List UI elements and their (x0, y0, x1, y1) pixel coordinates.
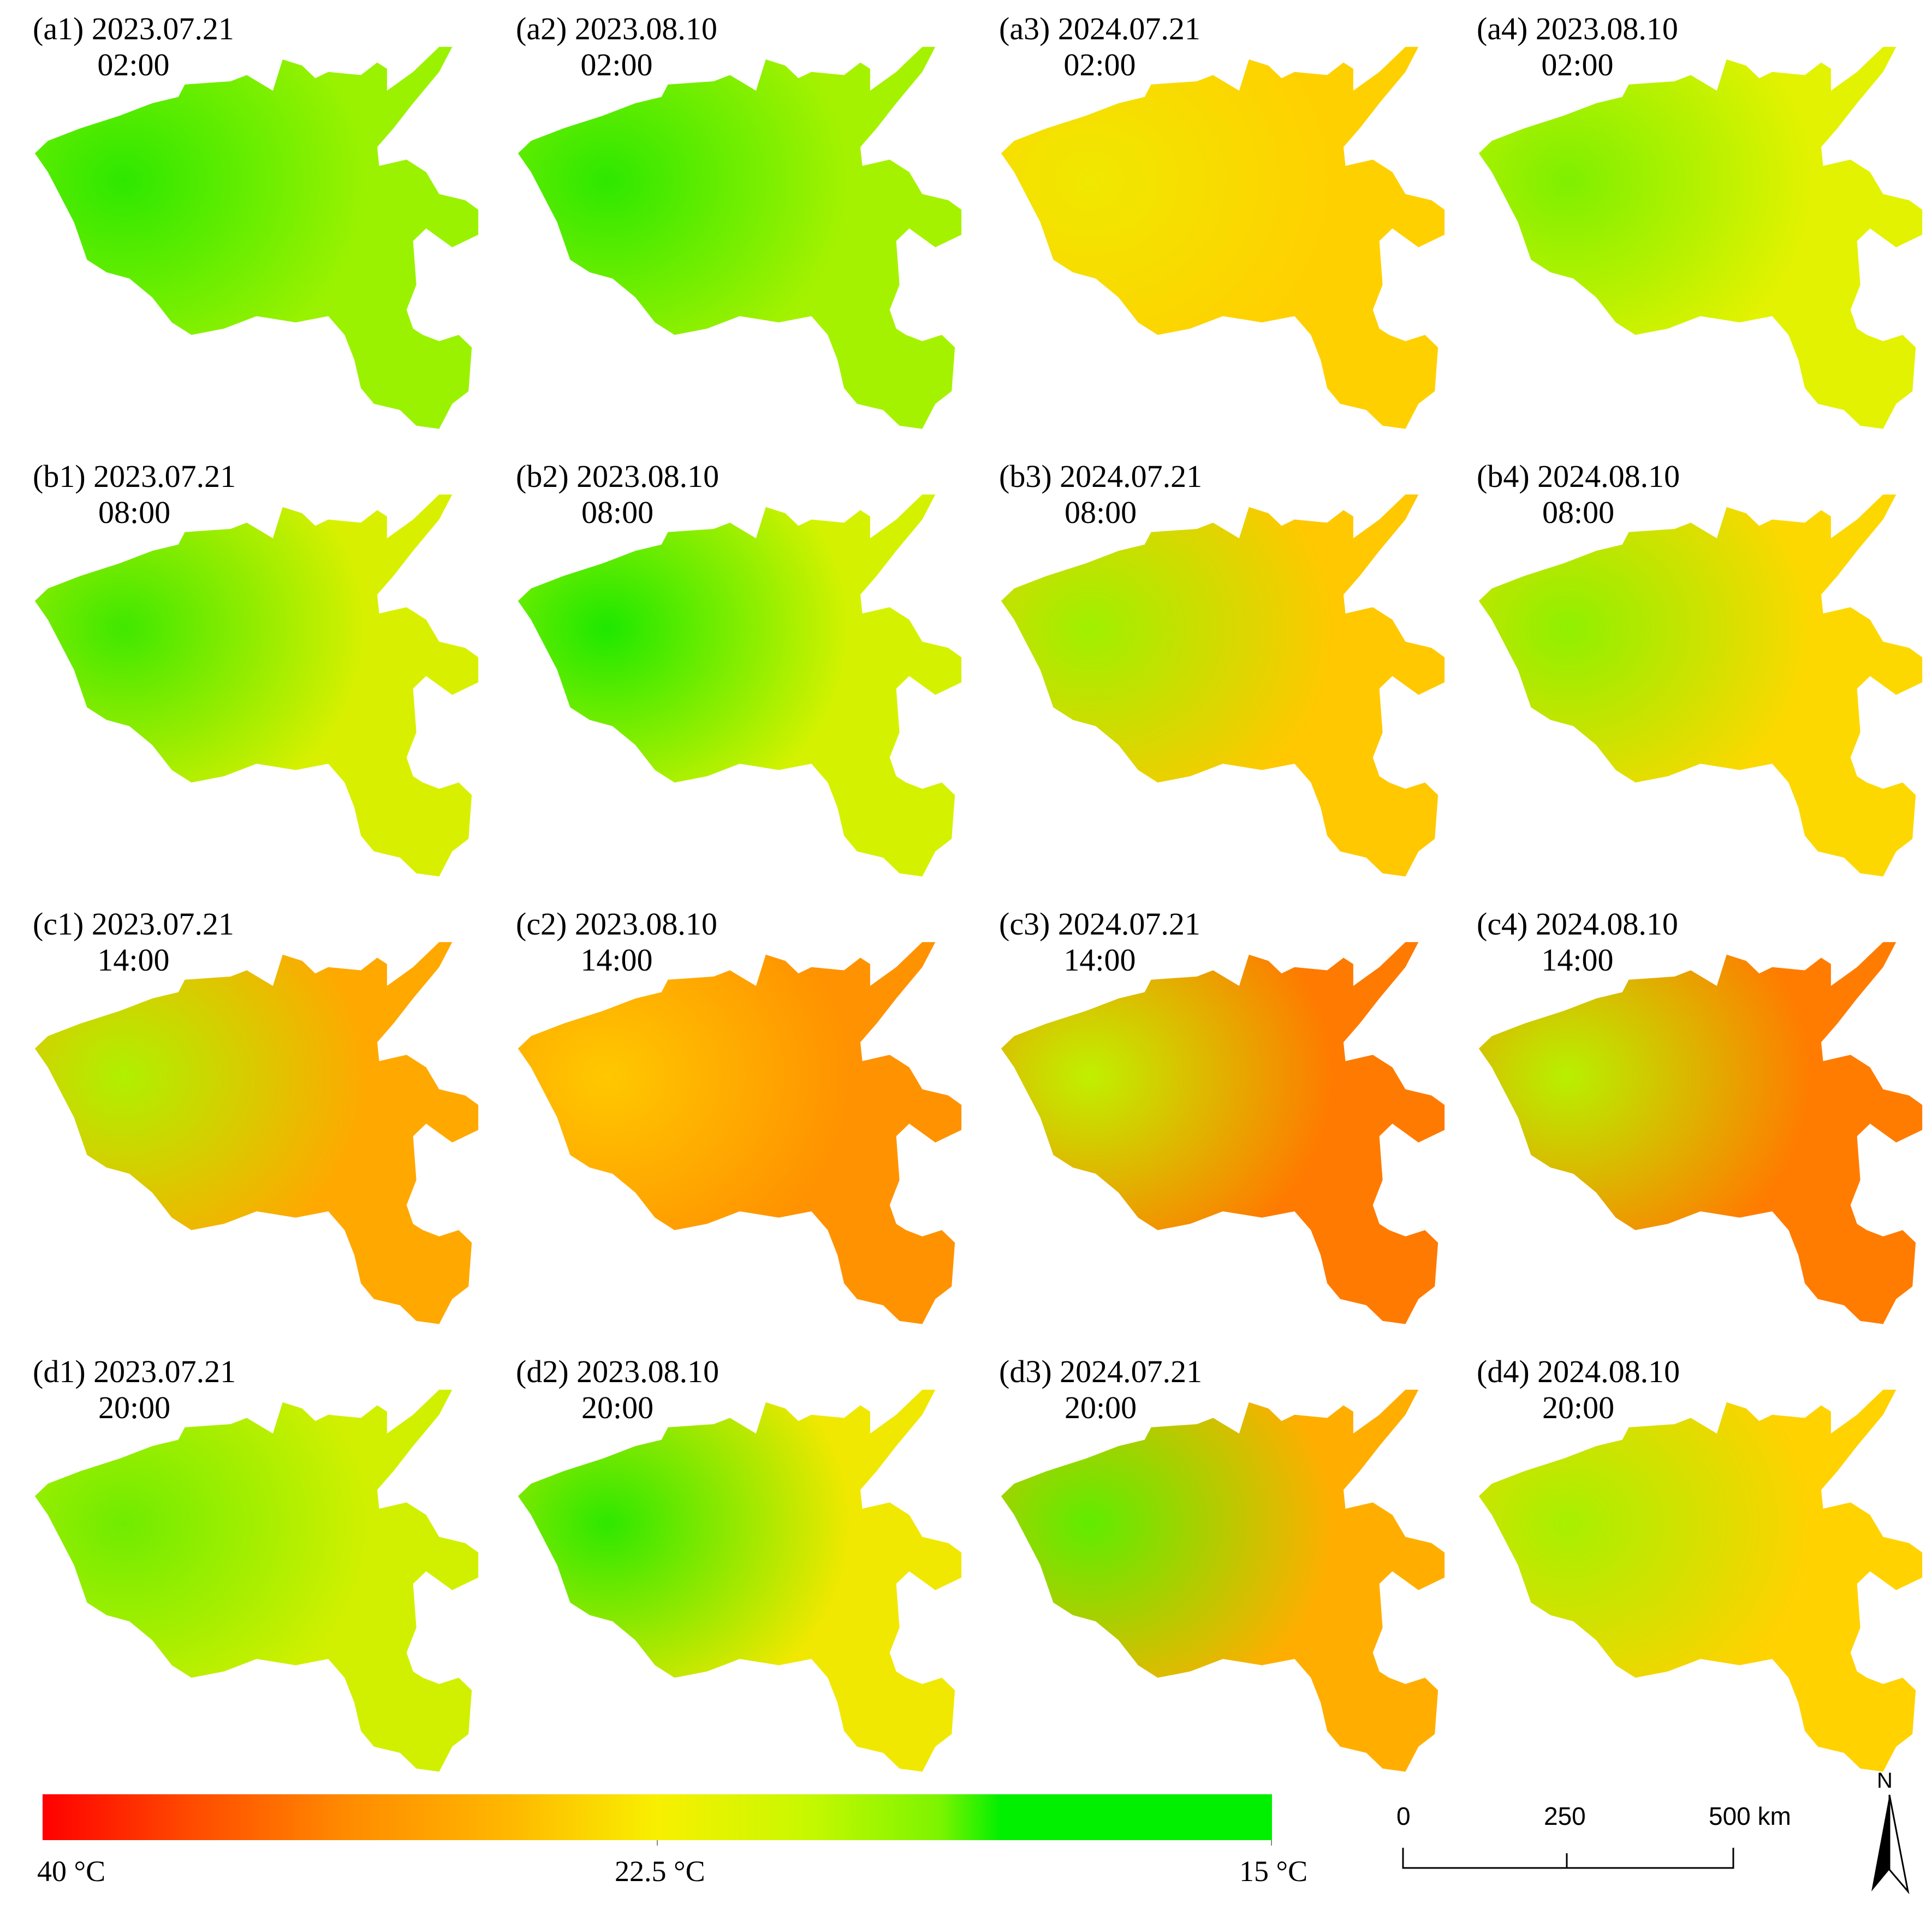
panel-title: (b2) 2023.08.10 08:00 (516, 459, 719, 531)
panel-time-label: 14:00 (97, 942, 170, 978)
panel-time-label: 20:00 (1065, 1390, 1137, 1425)
map-panel-b1: (b1) 2023.07.21 08:00 (11, 448, 491, 895)
panel-title: (a1) 2023.07.21 02:00 (33, 11, 234, 83)
scale-bar: 0 250 500 km (1387, 1801, 1802, 1878)
panel-title: (c1) 2023.07.21 14:00 (33, 906, 234, 978)
province-temperature-map (518, 46, 962, 429)
panel-time-label: 08:00 (1542, 495, 1615, 530)
panel-title: (b4) 2024.08.10 08:00 (1477, 459, 1680, 531)
panel-time-label: 02:00 (97, 47, 170, 82)
panel-date-label: (b3) 2024.07.21 (999, 459, 1203, 494)
province-temperature-map (518, 942, 962, 1324)
province-temperature-map (34, 494, 479, 877)
province-temperature-map (518, 494, 962, 877)
panel-date-label: (d4) 2024.08.10 (1477, 1354, 1680, 1389)
panel-date-label: (c1) 2023.07.21 (33, 906, 234, 942)
province-temperature-map (1478, 1389, 1923, 1772)
legend-tick-mid (657, 1840, 658, 1846)
legend-mid-label: 22.5 °C (615, 1855, 705, 1888)
panel-date-label: (c3) 2024.07.21 (999, 906, 1200, 942)
map-panel-d4: (d4) 2024.08.10 20:00 (1455, 1343, 1932, 1790)
panel-time-label: 20:00 (581, 1390, 654, 1425)
map-panel-b2: (b2) 2023.08.10 08:00 (494, 448, 974, 895)
panel-date-label: (c4) 2024.08.10 (1477, 906, 1678, 942)
map-panel-c3: (c3) 2024.07.21 14:00 (977, 895, 1458, 1343)
panel-date-label: (d2) 2023.08.10 (516, 1354, 720, 1389)
panel-title: (b1) 2023.07.21 08:00 (33, 459, 236, 531)
province-temperature-map (1478, 942, 1923, 1324)
panel-title: (d4) 2024.08.10 20:00 (1477, 1354, 1680, 1426)
province-temperature-map (1001, 46, 1445, 429)
panel-date-label: (d1) 2023.07.21 (33, 1354, 236, 1389)
temperature-color-legend: 40 °C 22.5 °C 15 °C (37, 1794, 1307, 1888)
panel-title: (b3) 2024.07.21 08:00 (999, 459, 1202, 531)
province-temperature-map (518, 1389, 962, 1772)
panel-title: (d3) 2024.07.21 20:00 (999, 1354, 1202, 1426)
panel-date-label: (a1) 2023.07.21 (33, 11, 234, 46)
map-panel-a1: (a1) 2023.07.21 02:00 (11, 0, 491, 448)
province-temperature-map (1001, 1389, 1445, 1772)
panel-time-label: 08:00 (581, 495, 654, 530)
province-temperature-map (1478, 494, 1923, 877)
province-temperature-map (34, 46, 479, 429)
panel-date-label: (b2) 2023.08.10 (516, 459, 720, 494)
panel-title: (a4) 2023.08.10 02:00 (1477, 11, 1678, 83)
legend-gradient-bar (43, 1794, 1272, 1840)
map-panel-b4: (b4) 2024.08.10 08:00 (1455, 448, 1932, 895)
panel-title: (d2) 2023.08.10 20:00 (516, 1354, 719, 1426)
province-temperature-map (34, 1389, 479, 1772)
panel-time-label: 20:00 (98, 1390, 171, 1425)
panel-title: (c4) 2024.08.10 14:00 (1477, 906, 1678, 978)
panel-title: (a2) 2023.08.10 02:00 (516, 11, 717, 83)
panel-date-label: (d3) 2024.07.21 (999, 1354, 1203, 1389)
scale-bar-lines (1402, 1848, 1734, 1869)
legend-max-label: 15 °C (1239, 1855, 1308, 1888)
panel-time-label: 20:00 (1542, 1390, 1615, 1425)
map-panel-d1: (d1) 2023.07.21 20:00 (11, 1343, 491, 1790)
province-temperature-map (1001, 942, 1445, 1324)
scale-tick-0: 0 (1396, 1802, 1411, 1830)
panel-time-label: 02:00 (1541, 47, 1614, 82)
map-panel-d3: (d3) 2024.07.21 20:00 (977, 1343, 1458, 1790)
map-panel-d2: (d2) 2023.08.10 20:00 (494, 1343, 974, 1790)
panel-title: (d1) 2023.07.21 20:00 (33, 1354, 236, 1426)
province-temperature-map (1478, 46, 1923, 429)
panel-date-label: (c2) 2023.08.10 (516, 906, 717, 942)
panel-time-label: 14:00 (1063, 942, 1136, 978)
scale-tick-250: 250 (1544, 1802, 1586, 1830)
map-panel-c4: (c4) 2024.08.10 14:00 (1455, 895, 1932, 1343)
map-panel-a2: (a2) 2023.08.10 02:00 (494, 0, 974, 448)
map-panel-a4: (a4) 2023.08.10 02:00 (1455, 0, 1932, 448)
panel-date-label: (a2) 2023.08.10 (516, 11, 717, 46)
map-panel-c1: (c1) 2023.07.21 14:00 (11, 895, 491, 1343)
panel-time-label: 14:00 (1541, 942, 1614, 978)
north-arrow-icon (1871, 1794, 1910, 1894)
panel-time-label: 08:00 (1065, 495, 1137, 530)
panel-title: (c2) 2023.08.10 14:00 (516, 906, 717, 978)
panel-date-label: (a4) 2023.08.10 (1477, 11, 1678, 46)
north-label: N (1877, 1769, 1893, 1793)
panel-date-label: (b4) 2024.08.10 (1477, 459, 1680, 494)
panel-time-label: 08:00 (98, 495, 171, 530)
panel-title: (a3) 2024.07.21 02:00 (999, 11, 1200, 83)
province-temperature-map (34, 942, 479, 1324)
map-panel-a3: (a3) 2024.07.21 02:00 (977, 0, 1458, 448)
legend-tick-max (1271, 1840, 1272, 1846)
scale-tick-500: 500 km (1709, 1802, 1791, 1830)
panel-time-label: 02:00 (580, 47, 653, 82)
panel-title: (c3) 2024.07.21 14:00 (999, 906, 1200, 978)
map-panel-b3: (b3) 2024.07.21 08:00 (977, 448, 1458, 895)
map-panel-c2: (c2) 2023.08.10 14:00 (494, 895, 974, 1343)
panel-date-label: (a3) 2024.07.21 (999, 11, 1200, 46)
panel-date-label: (b1) 2023.07.21 (33, 459, 236, 494)
province-temperature-map (1001, 494, 1445, 877)
panel-time-label: 14:00 (580, 942, 653, 978)
north-arrow: N (1856, 1769, 1922, 1894)
legend-min-label: 40 °C (37, 1855, 106, 1888)
panel-time-label: 02:00 (1063, 47, 1136, 82)
